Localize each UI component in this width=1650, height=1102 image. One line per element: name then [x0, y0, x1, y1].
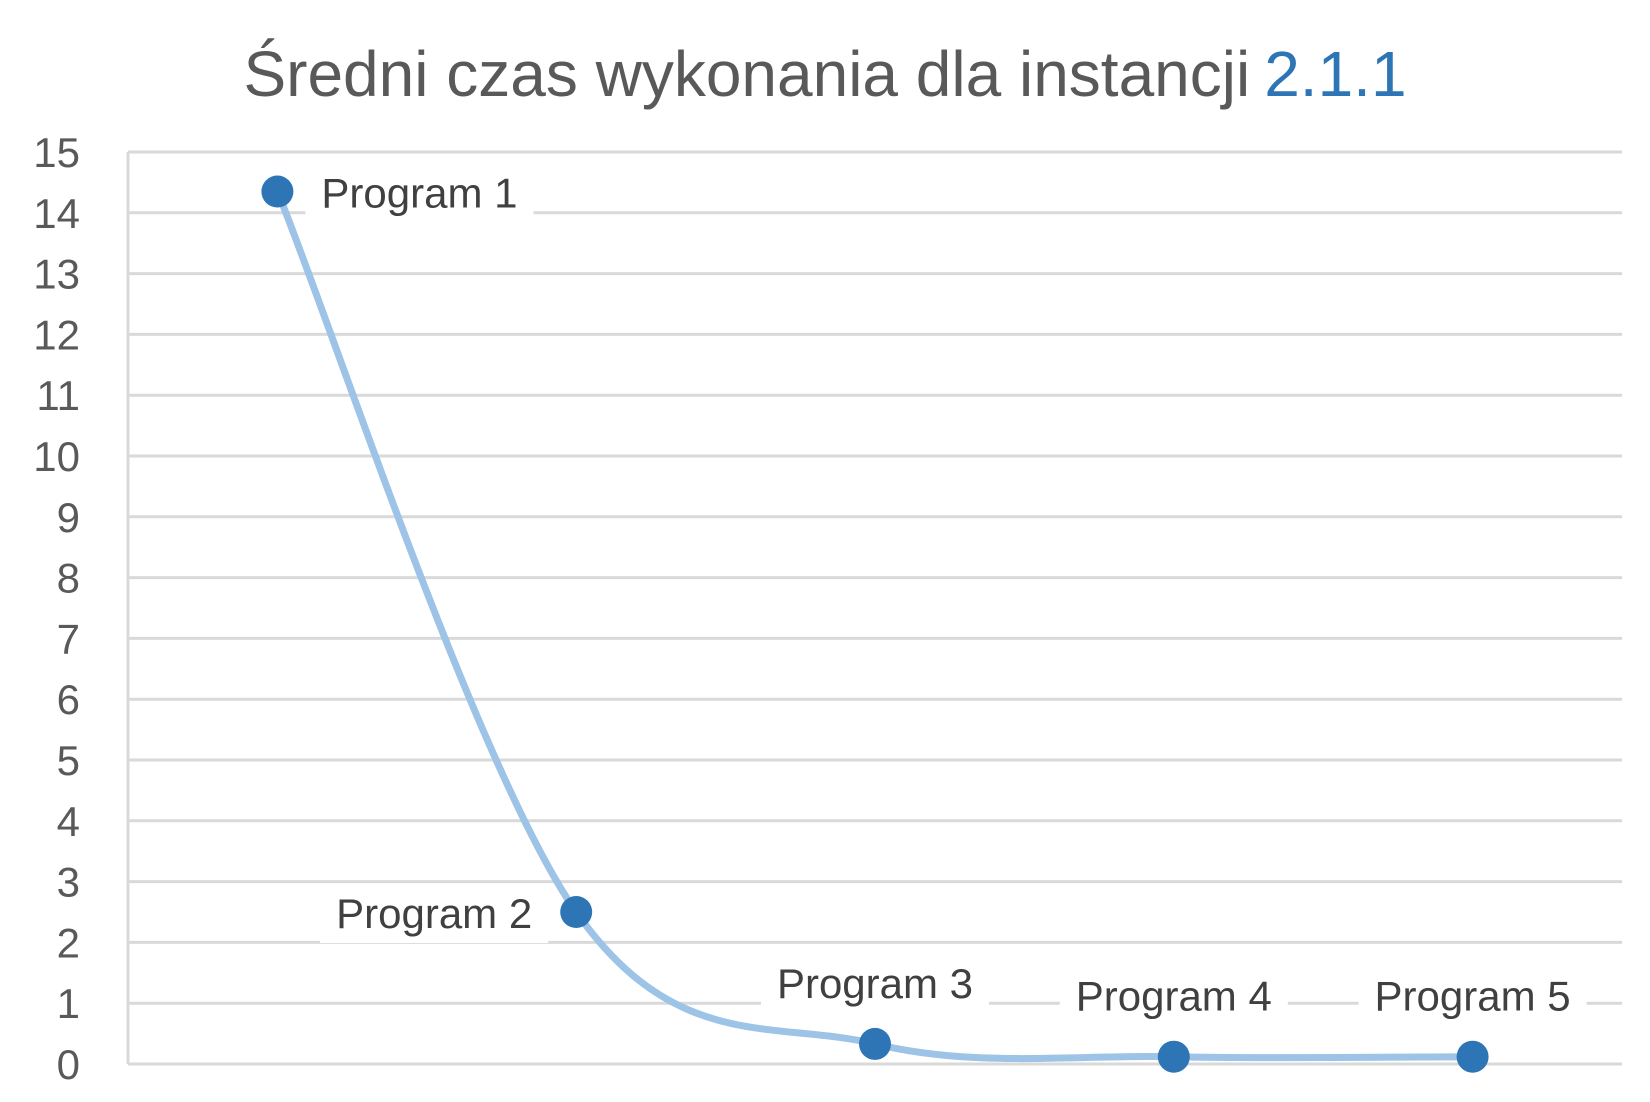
marker-layer — [261, 175, 1489, 1073]
data-label-1: Program 1 — [321, 170, 517, 217]
y-tick-label: 4 — [57, 798, 80, 845]
y-tick-label: 1 — [57, 980, 80, 1027]
y-tick-label: 13 — [33, 251, 80, 298]
series-line — [273, 188, 1477, 1063]
y-tick-label: 12 — [33, 311, 80, 358]
y-tick-label: 14 — [33, 190, 80, 237]
y-tick-label: 7 — [57, 615, 80, 662]
data-point-2 — [560, 896, 593, 928]
data-label-background — [760, 953, 990, 1013]
data-label-2: Program 2 — [336, 890, 532, 937]
data-label-background — [1358, 966, 1587, 1026]
chart-title-main: Średni czas wykonania dla instancji — [243, 37, 1250, 110]
data-label-background — [305, 163, 534, 223]
y-tick-label: 9 — [57, 494, 80, 541]
data-label-background — [320, 884, 549, 943]
data-label-background — [1059, 966, 1288, 1026]
chart-title-accent: 2.1.1 — [1264, 38, 1406, 110]
series-line-layer — [273, 188, 1477, 1063]
data-point-4 — [1157, 1040, 1190, 1073]
data-point-3 — [859, 1027, 891, 1060]
data-point-1 — [261, 175, 294, 208]
data-label-4: Program 4 — [1076, 973, 1272, 1020]
y-tick-label: 0 — [57, 1041, 80, 1088]
y-tick-label: 11 — [36, 372, 80, 419]
data-label-layer: Program 1 Program 2 Program 3 Program 4 Prog… — [305, 163, 1587, 1026]
y-tick-label: 6 — [57, 676, 80, 723]
data-label-3: Program 3 — [777, 960, 973, 1007]
y-tick-label: 2 — [57, 919, 80, 966]
y-tick-label: 10 — [33, 433, 80, 480]
y-tick-label: 3 — [57, 859, 80, 906]
y-tick-label: 15 — [33, 129, 80, 176]
data-label-5: Program 5 — [1375, 973, 1571, 1020]
data-point-5 — [1456, 1040, 1489, 1073]
chart-title: Średni czas wykonania dla instancji 2.1.1 — [243, 37, 1406, 110]
y-tick-label: 5 — [57, 737, 80, 784]
y-tick-label: 8 — [57, 555, 80, 602]
